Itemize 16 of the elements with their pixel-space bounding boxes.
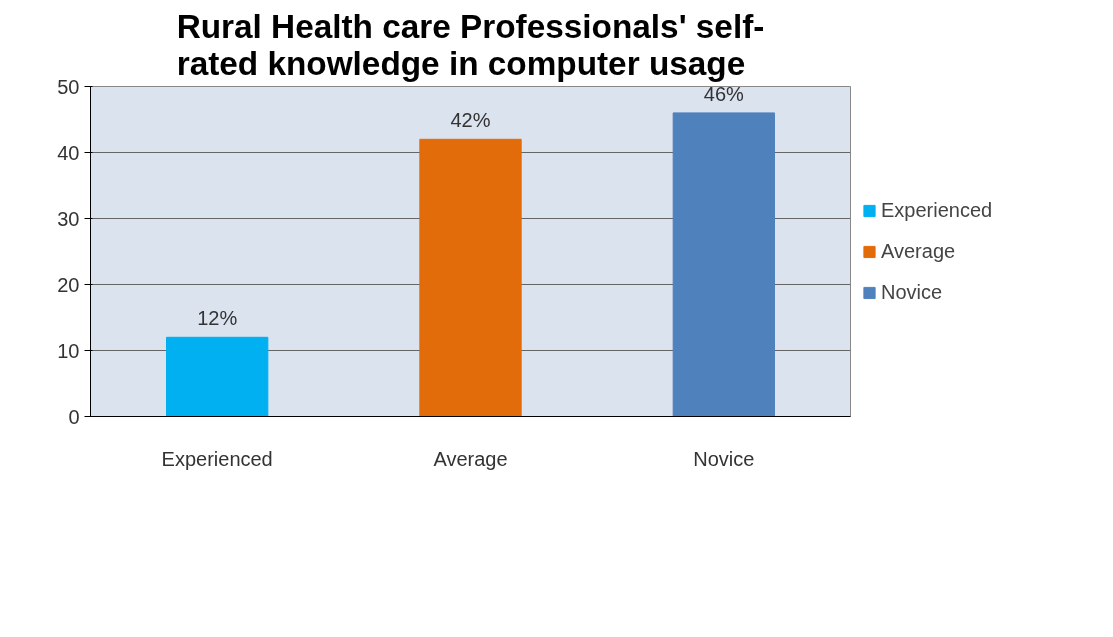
x-tick-label: Experienced xyxy=(161,447,273,470)
legend-label: Experienced xyxy=(881,198,993,222)
y-tick-label: 40 xyxy=(57,141,80,164)
x-tick-label: Average xyxy=(433,447,508,470)
y-tick-label: 50 xyxy=(57,75,80,98)
legend-label: Average xyxy=(881,239,956,263)
y-tick-label: 10 xyxy=(57,339,80,362)
chart-title: Rural Health care Professionals' self-rated knowledge in computer usage xyxy=(176,7,765,82)
legend-label: Novice xyxy=(881,280,943,304)
y-tick-label: 0 xyxy=(68,405,80,428)
x-tick-label: Novice xyxy=(693,447,755,470)
data-label: 42% xyxy=(450,109,491,132)
y-tick-label: 20 xyxy=(57,273,80,296)
y-tick-label: 30 xyxy=(57,207,80,230)
data-label: 46% xyxy=(703,82,745,105)
data-label: 12% xyxy=(197,307,238,330)
